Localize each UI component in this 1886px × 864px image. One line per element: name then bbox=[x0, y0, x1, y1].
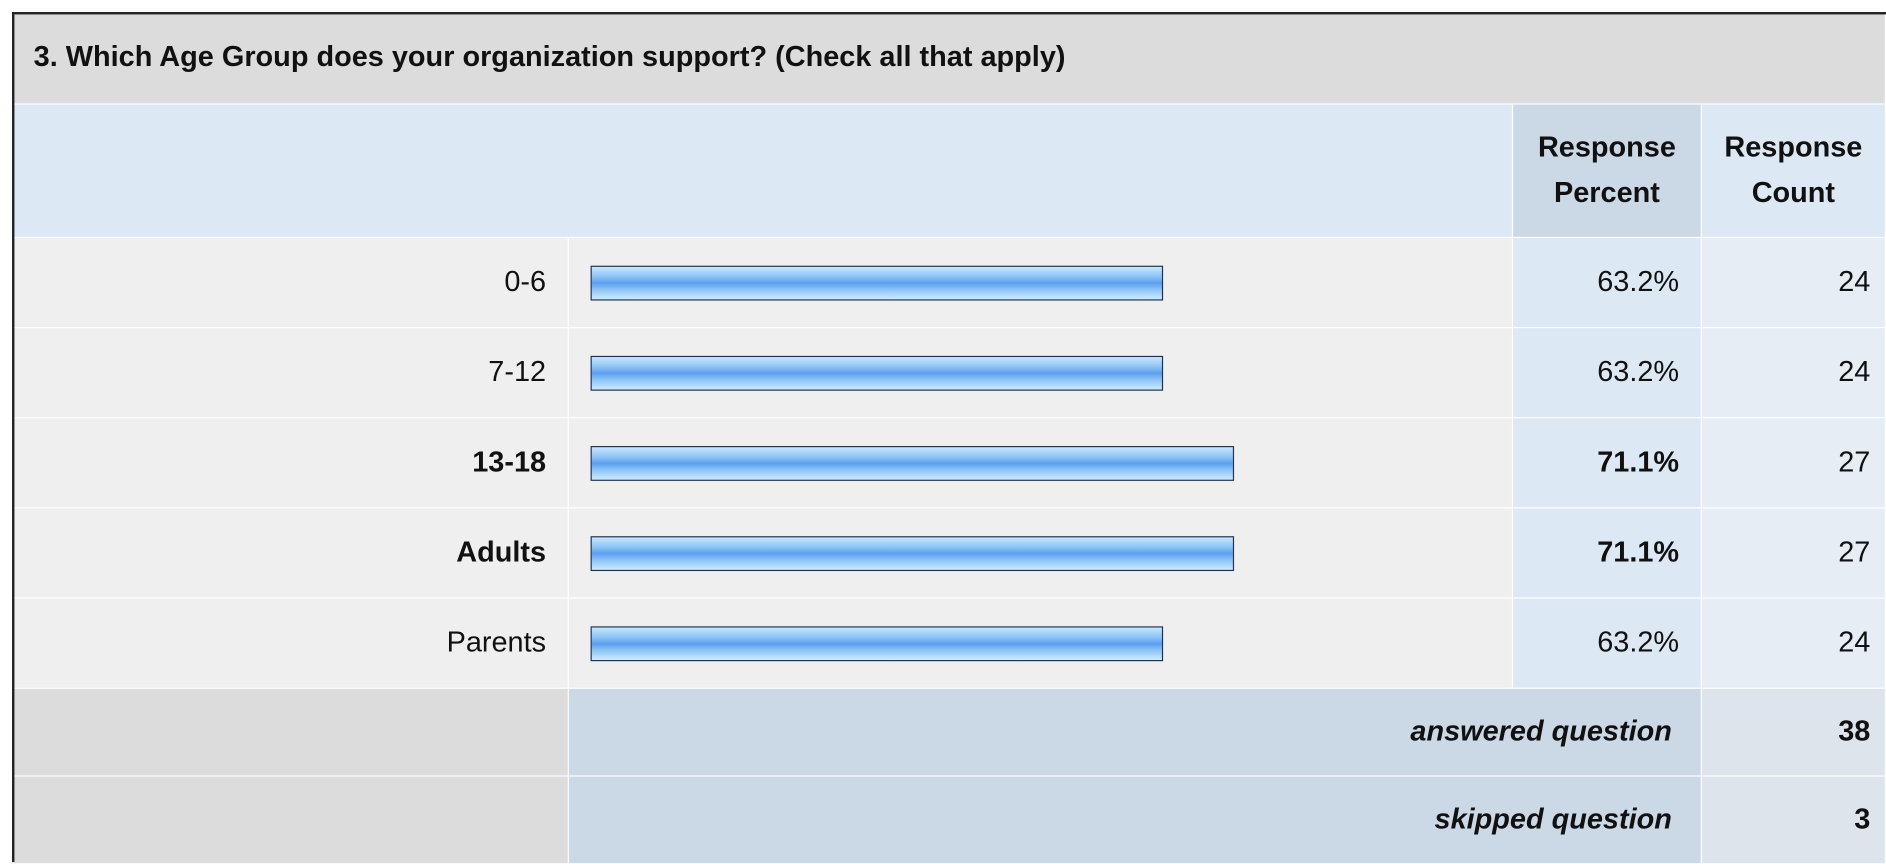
bar bbox=[590, 626, 1163, 662]
footer-count: 3 bbox=[1701, 776, 1886, 864]
footer-label: skipped question bbox=[568, 776, 1702, 864]
count-cell: 24 bbox=[1701, 598, 1886, 689]
bar bbox=[590, 446, 1235, 481]
count-cell: 24 bbox=[1701, 328, 1886, 419]
footer-label: answered question bbox=[568, 688, 1702, 777]
percent-cell: 63.2% bbox=[1513, 328, 1702, 419]
header-blank bbox=[12, 104, 1514, 239]
count-cell: 24 bbox=[1701, 238, 1886, 329]
count-cell: 27 bbox=[1701, 418, 1886, 509]
count-cell: 27 bbox=[1701, 508, 1886, 599]
percent-cell: 63.2% bbox=[1513, 238, 1702, 329]
row-label: 13-18 bbox=[12, 418, 569, 509]
row-label: 7-12 bbox=[12, 328, 569, 419]
row-label: Parents bbox=[12, 598, 569, 689]
header-count: Response Count bbox=[1701, 104, 1886, 239]
percent-cell: 71.1% bbox=[1513, 508, 1702, 599]
percent-cell: 71.1% bbox=[1513, 418, 1702, 509]
row-label: 0-6 bbox=[12, 238, 569, 329]
footer-count: 38 bbox=[1701, 688, 1886, 777]
bar bbox=[590, 536, 1235, 572]
bar bbox=[590, 355, 1163, 391]
percent-cell: 63.2% bbox=[1513, 598, 1702, 689]
bar bbox=[590, 265, 1163, 301]
footer-blank bbox=[12, 688, 569, 777]
header-percent: Response Percent bbox=[1513, 104, 1702, 239]
footer-blank bbox=[12, 776, 569, 864]
question-title: 3. Which Age Group does your organizatio… bbox=[12, 12, 1886, 105]
row-label: Adults bbox=[12, 508, 569, 599]
